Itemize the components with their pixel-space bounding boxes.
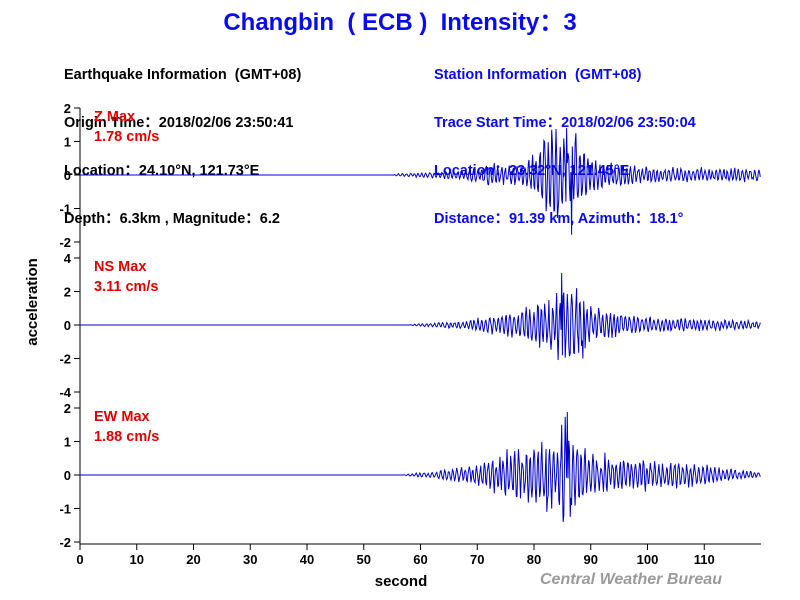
max-label-ew: EW Max [94,409,150,425]
chart-title: Changbin ( ECB ) Intensity：3 [223,9,577,36]
y-tick-label-ns: -2 [59,352,71,367]
x-tick-label: 80 [527,552,541,567]
y-tick-label-ew: -1 [59,502,71,517]
y-tick-label-ew: 2 [64,401,71,416]
y-tick-label-ew: -2 [59,535,71,550]
y-tick-label-ns: -4 [59,385,71,400]
max-label-z: Z Max [94,109,135,125]
trace-ew [80,411,761,522]
y-tick-label-ns: 2 [64,285,71,300]
distance-azimuth: Distance：91.39 km, Azimuth：18.1° [434,211,684,227]
max-value-z: 1.78 cm/s [94,129,159,145]
x-axis-label: second [375,573,428,590]
trace-z [80,128,761,235]
max-value-ns: 3.11 cm/s [94,279,159,295]
x-tick-label: 70 [470,552,484,567]
trace-ns [80,272,761,361]
y-tick-label-ns: 4 [64,251,72,266]
x-tick-label: 50 [357,552,371,567]
x-tick-label: 40 [300,552,314,567]
y-tick-label-z: 2 [64,101,71,116]
x-tick-label: 110 [694,552,715,567]
x-tick-label: 10 [130,552,144,567]
y-tick-label-ns: 0 [64,318,71,333]
depth-magnitude: Depth：6.3km , Magnitude：6.2 [64,211,280,227]
max-label-ns: NS Max [94,259,146,275]
x-tick-label: 100 [637,552,659,567]
x-tick-label: 30 [243,552,257,567]
y-tick-label-z: 1 [64,135,71,150]
origin-time: Origin Time：2018/02/06 23:50:41 [64,115,294,131]
y-tick-label-ew: 0 [64,468,71,483]
y-tick-label-ew: 1 [64,435,71,450]
trace-start-time: Trace Start Time：2018/02/06 23:50:04 [434,115,696,131]
station-info-block: Station Information (GMT+08) Trace Start… [434,35,696,243]
y-tick-label-z: -2 [59,235,71,250]
y-axis-label: acceleration [24,258,41,346]
y-tick-label-z: -1 [59,202,71,217]
x-tick-label: 90 [584,552,598,567]
max-value-ew: 1.88 cm/s [94,429,159,445]
credit-text: Central Weather Bureau [540,571,722,588]
x-tick-label: 0 [76,552,83,567]
x-tick-label: 60 [413,552,427,567]
earthquake-info-heading: Earthquake Information (GMT+08) [64,67,302,83]
y-tick-label-z: 0 [64,168,71,183]
x-tick-label: 20 [186,552,200,567]
station-info-heading: Station Information (GMT+08) [434,67,642,83]
